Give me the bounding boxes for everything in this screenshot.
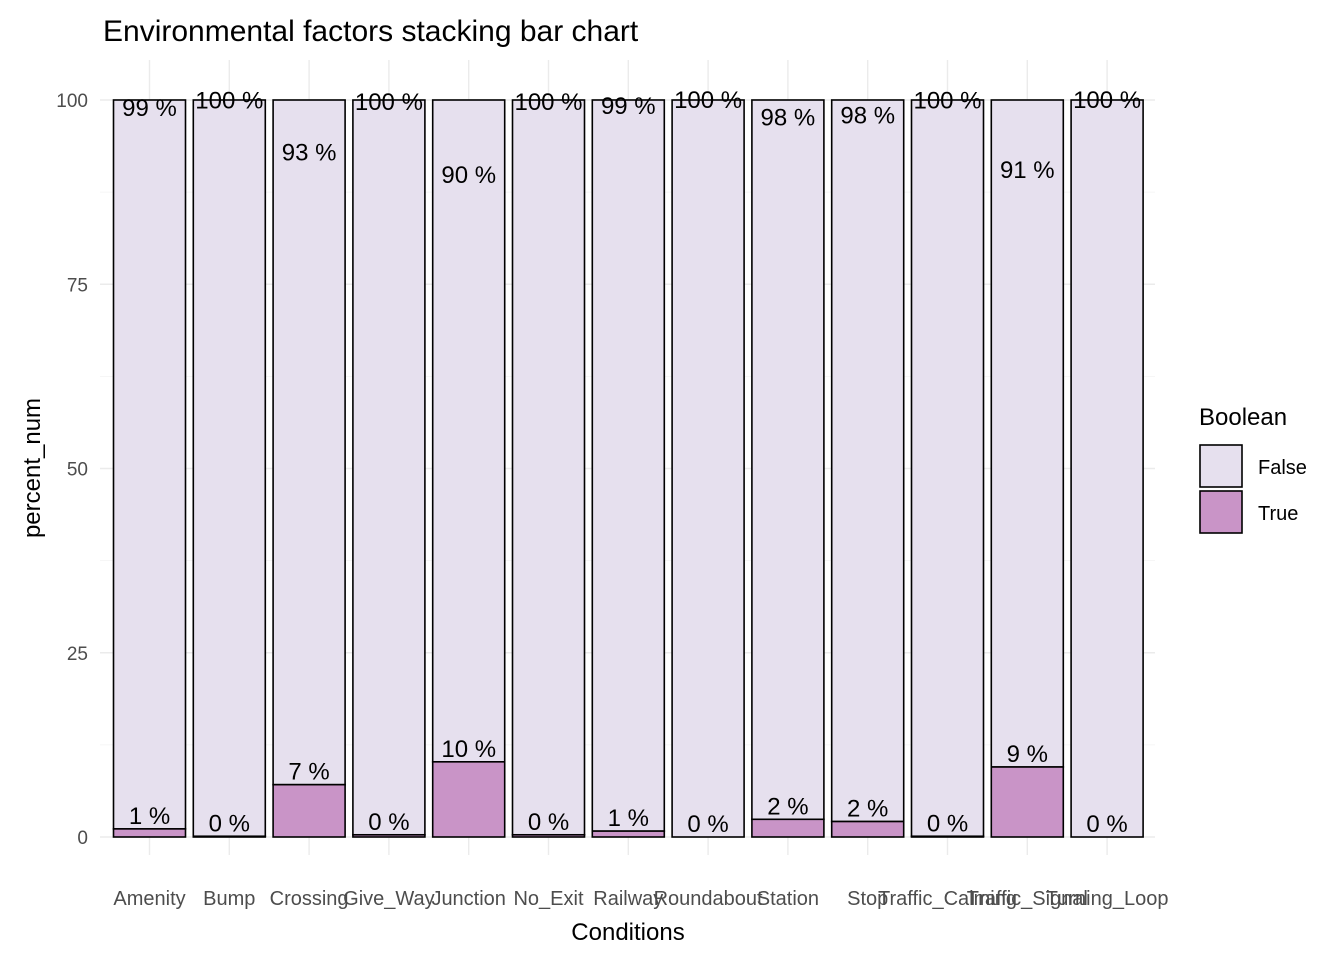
y-tick-label: 0 [77, 828, 88, 849]
bar-true [910, 835, 985, 838]
legend-label-true: True [1258, 503, 1298, 525]
data-label-true: 2 % [847, 796, 888, 823]
bar-true [591, 830, 666, 838]
x-tick-label: Traffic_Signal [967, 888, 1088, 910]
x-tick-label: Roundabout [654, 888, 763, 910]
data-label-true: 0 % [687, 811, 728, 838]
bar-false [192, 99, 267, 838]
x-tick-label: Bump [203, 888, 255, 910]
bar-false [511, 99, 586, 836]
bar-false [431, 99, 506, 763]
x-tick-label: No_Exit [513, 888, 583, 910]
bar-true [352, 833, 426, 838]
y-axis: 0 25 50 75 100 [56, 91, 88, 849]
y-tick-label: 75 [67, 275, 88, 296]
y-tick-label: 100 [56, 91, 88, 112]
x-tick-label: Junction [431, 888, 506, 910]
x-tick-label: Amenity [113, 888, 185, 910]
data-label-false: 100 % [674, 87, 742, 114]
bar-false [830, 99, 905, 823]
data-label-true: 10 % [441, 736, 496, 763]
bar-true [830, 820, 905, 838]
data-label-false: 100 % [913, 88, 981, 115]
chart-title: Environmental factors stacking bar chart [103, 15, 639, 48]
bar-false [112, 99, 187, 830]
bar-true [431, 761, 506, 838]
bar-false [910, 99, 985, 838]
data-label-true: 2 % [767, 793, 808, 820]
bar-true [511, 833, 586, 838]
legend: Boolean False True [1199, 404, 1307, 534]
data-label-false: 90 % [441, 162, 496, 189]
data-label-true: 1 % [129, 803, 170, 830]
x-axis-label: Conditions [571, 919, 684, 946]
bar-true [192, 835, 267, 838]
bar-false [671, 99, 745, 838]
data-label-false: 100 % [195, 88, 263, 115]
bar-true [112, 828, 187, 838]
x-tick-label: Crossing [270, 888, 349, 910]
x-tick-label: Turning_Loop [1046, 888, 1169, 910]
data-label-true: 0 % [368, 809, 409, 836]
y-axis-label: percent_num [19, 398, 46, 538]
y-tick-label: 25 [67, 644, 88, 665]
data-label-false: 100 % [514, 89, 582, 116]
bar-false [591, 99, 666, 832]
legend-key-false [1199, 444, 1243, 488]
data-label-true: 0 % [1086, 811, 1127, 838]
bar-true [272, 783, 346, 838]
bar-false [751, 99, 825, 821]
legend-key-true [1199, 490, 1243, 534]
bar-true [990, 766, 1065, 838]
x-tick-label: Station [757, 888, 819, 910]
bar-false [1070, 99, 1144, 838]
data-label-true: 7 % [288, 759, 329, 786]
data-label-false: 100 % [1073, 87, 1141, 114]
data-label-false: 100 % [355, 89, 423, 116]
data-label-false: 91 % [1000, 157, 1055, 184]
legend-label-false: False [1258, 457, 1307, 479]
bar-false [272, 99, 346, 786]
data-label-true: 0 % [209, 810, 250, 837]
data-label-false: 99 % [601, 93, 656, 120]
data-labels: 99 % 1 % 100 % 0 % 93 % 7 % 100 % 0 % 90 % 10 % 10… [122, 87, 1141, 838]
x-tick-label: Stop [847, 888, 888, 910]
y-tick-label: 50 [67, 460, 88, 481]
data-label-true: 0 % [528, 809, 569, 836]
x-tick-label: Give_Way [343, 888, 435, 910]
data-label-false: 93 % [282, 139, 337, 166]
bar-false [990, 99, 1065, 768]
x-tick-label: Railway [593, 888, 663, 910]
bar-true [751, 818, 825, 838]
legend-title: Boolean [1199, 404, 1287, 431]
bar-false [352, 99, 426, 836]
data-label-true: 1 % [608, 805, 649, 832]
data-label-false: 98 % [840, 102, 895, 129]
bars [112, 99, 1144, 838]
data-label-true: 0 % [927, 810, 968, 837]
x-tick-label: Traffic_Calming [878, 888, 1017, 910]
data-label-false: 98 % [761, 105, 816, 132]
data-label-false: 99 % [122, 95, 177, 122]
data-label-true: 9 % [1007, 741, 1048, 768]
